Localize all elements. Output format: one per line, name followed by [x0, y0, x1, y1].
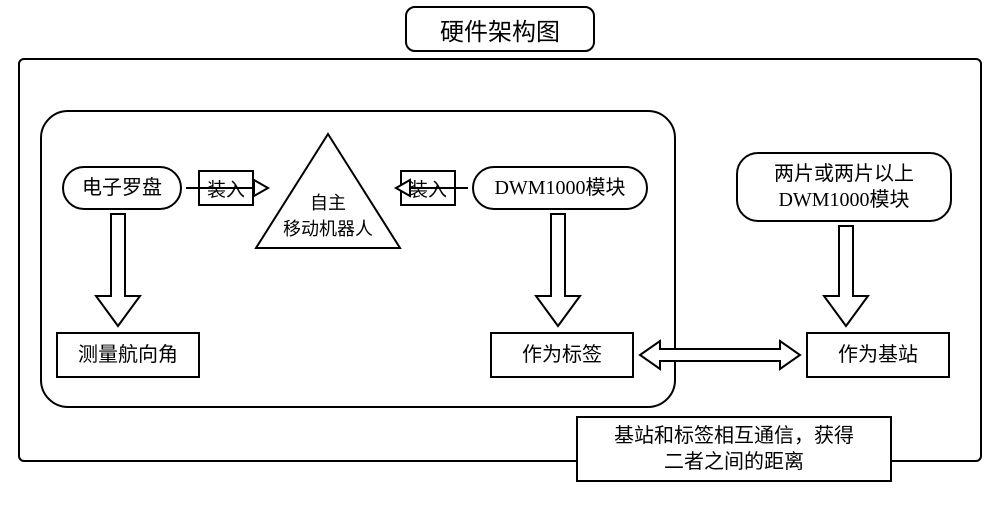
arrows-layer	[0, 0, 1000, 532]
